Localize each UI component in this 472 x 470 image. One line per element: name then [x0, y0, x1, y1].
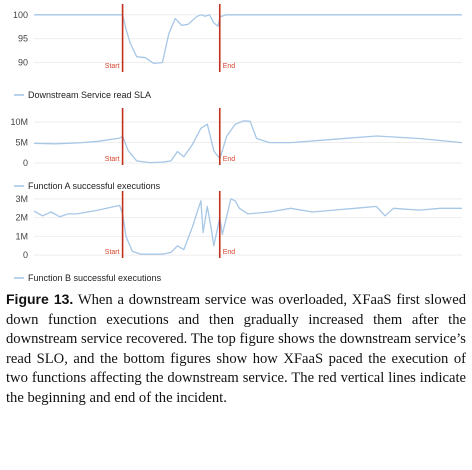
y-tick-label: 5M — [15, 138, 28, 148]
caption-label: Figure 13. — [6, 291, 74, 307]
caption-text: When a downstream service was overloaded… — [6, 292, 466, 406]
legend-label: Function B successful executions — [28, 273, 162, 283]
incident-marker-label: End — [223, 63, 236, 70]
y-tick-label: 95 — [18, 34, 28, 44]
incident-marker-label: End — [223, 156, 236, 163]
y-tick-label: 10M — [10, 117, 28, 127]
y-tick-label: 100 — [13, 10, 28, 20]
incident-marker-label: End — [223, 249, 236, 256]
y-tick-label: 90 — [18, 57, 28, 67]
y-tick-label: 0 — [23, 250, 28, 260]
incident-marker-label: Start — [105, 156, 120, 163]
series-line — [33, 120, 463, 164]
charts-area: 100 95 90 Start End Downstream Service read S… — [10, 4, 463, 283]
y-tick-label: 3M — [15, 194, 28, 204]
y-tick-label: 0 — [23, 158, 28, 168]
legend-label: Downstream Service read SLA — [28, 90, 151, 100]
incident-marker-label: Start — [105, 63, 120, 70]
y-tick-label: 1M — [15, 231, 28, 241]
series-line — [33, 198, 462, 255]
legend-label: Function A successful executions — [28, 181, 161, 191]
y-tick-label: 2M — [15, 213, 28, 223]
figure-caption: Figure 13. When a downstream service was… — [6, 290, 466, 409]
incident-marker-label: Start — [105, 249, 120, 256]
